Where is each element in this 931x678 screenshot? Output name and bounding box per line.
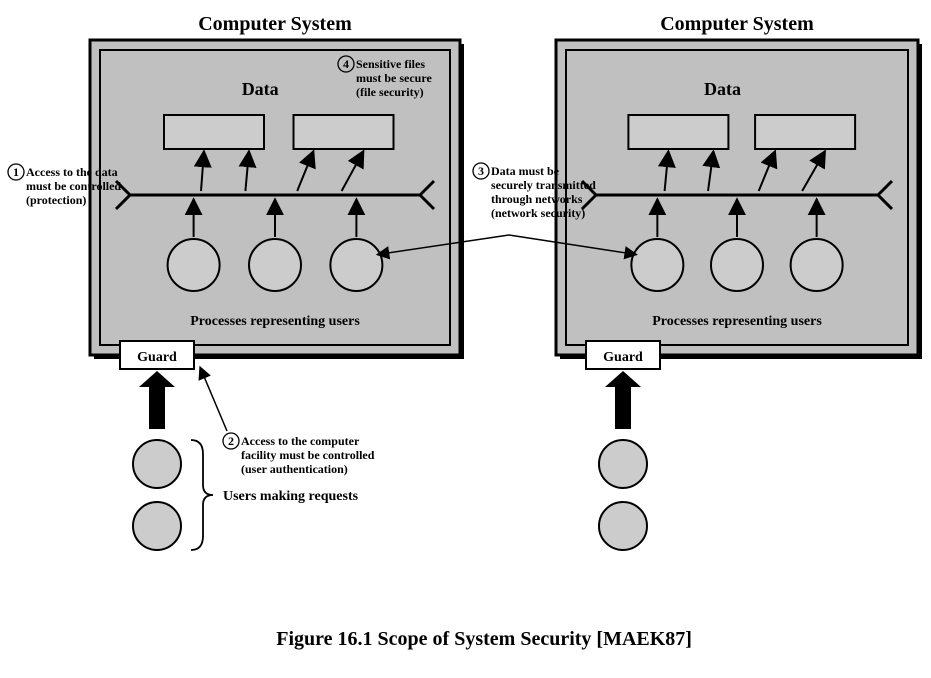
svg-text:Access to the computer: Access to the computer (241, 434, 360, 448)
data-label: Data (242, 79, 279, 99)
svg-text:(user authentication): (user authentication) (241, 462, 348, 476)
user-circle (133, 440, 181, 488)
svg-text:securely transmitted: securely transmitted (491, 178, 596, 192)
process-circle (631, 239, 683, 291)
svg-text:(file security): (file security) (356, 85, 424, 99)
data-label: Data (704, 79, 741, 99)
svg-text:must be controlled: must be controlled (26, 179, 121, 193)
svg-text:(network security): (network security) (491, 206, 585, 220)
svg-text:through networks: through networks (491, 192, 583, 206)
system-title: Computer System (660, 13, 814, 35)
processes-label: Processes representing users (652, 314, 822, 329)
guard-label: Guard (603, 350, 643, 365)
users-label: Users making requests (223, 489, 359, 504)
svg-text:Sensitive files: Sensitive files (356, 57, 425, 71)
svg-text:(protection): (protection) (26, 193, 86, 207)
svg-text:Access to the data: Access to the data (26, 165, 118, 179)
process-circle (711, 239, 763, 291)
process-circle (791, 239, 843, 291)
svg-text:Data must be: Data must be (491, 164, 560, 178)
svg-text:facility must be controlled: facility must be controlled (241, 448, 375, 462)
processes-label: Processes representing users (190, 314, 360, 329)
process-circle (249, 239, 301, 291)
data-file (294, 115, 394, 149)
annotation-number: 3 (478, 164, 484, 178)
annotation-number: 1 (13, 165, 19, 179)
svg-text:must be secure: must be secure (356, 71, 432, 85)
user-circle (133, 502, 181, 550)
process-circle (330, 239, 382, 291)
data-file (628, 115, 728, 149)
guard-label: Guard (137, 350, 177, 365)
annotation-number: 2 (228, 434, 234, 448)
system-title: Computer System (198, 13, 352, 35)
user-circle (599, 502, 647, 550)
process-circle (168, 239, 220, 291)
figure-caption: Figure 16.1 Scope of System Security [MA… (276, 628, 692, 650)
annotation-number: 4 (343, 57, 349, 71)
data-file (164, 115, 264, 149)
user-circle (599, 440, 647, 488)
data-file (755, 115, 855, 149)
